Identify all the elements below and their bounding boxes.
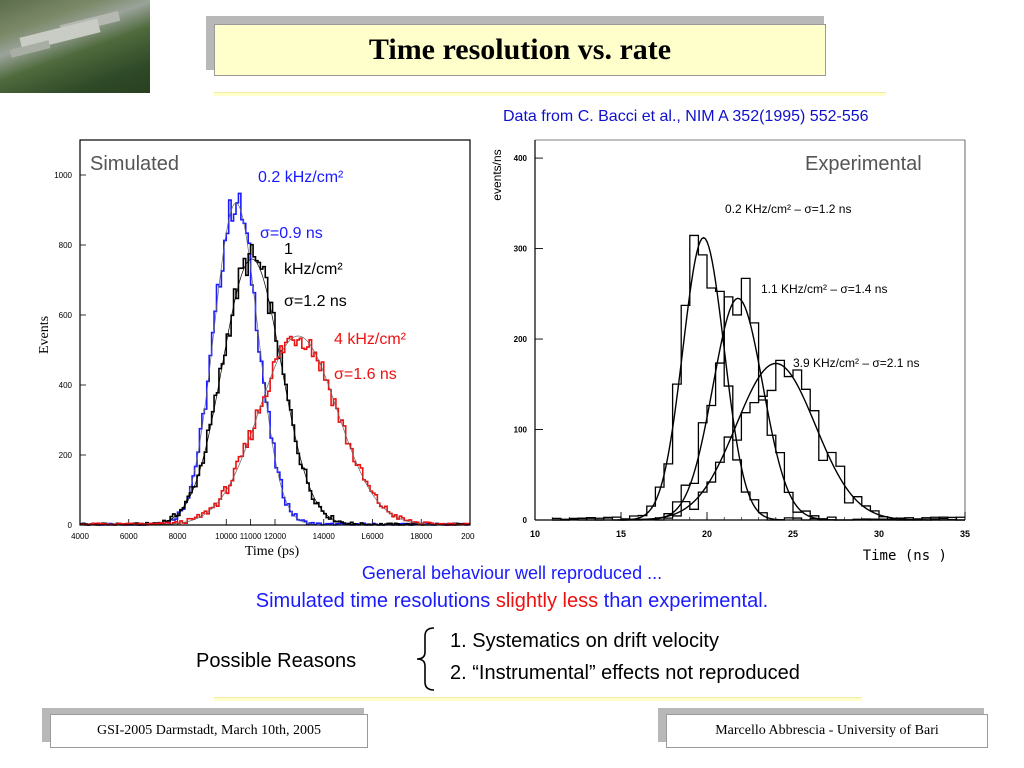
simulated-x-tick-label: 14000 <box>313 532 336 541</box>
footer-right: Marcello Abbrescia - University of Bari <box>666 714 988 748</box>
experimental-fit-curve-1 <box>638 297 837 521</box>
simulated-chart: 4000 6000 8000 10000 11000 12000 14000 L6000 180… <box>37 139 475 559</box>
simulated-fit-curve-2 <box>157 335 439 526</box>
simulated-histogram-series-2 <box>80 335 470 526</box>
simulated-x-tick-label: 6000 <box>120 532 138 541</box>
simulated-histogram-series-1 <box>80 243 470 526</box>
experimental-x-tick-label: 30 <box>874 529 884 539</box>
experimental-y-axis-label: events/ns <box>490 149 504 200</box>
simulated-fit-curve-1 <box>146 258 357 525</box>
lab-aerial-photo <box>0 0 150 93</box>
reasons-brace <box>416 627 435 691</box>
summary-line-2: Simulated time resolutions slightly less… <box>0 590 1024 613</box>
experimental-fit-curve-2 <box>617 362 933 521</box>
series-label-4khz: 4 kHz/cm² <box>334 331 406 348</box>
simulated-x-tick-label: 10000 <box>215 532 238 541</box>
experimental-x-tick-label: 25 <box>788 529 798 539</box>
simulated-plot-frame <box>79 139 471 526</box>
simulated-y-tick-label: 0 <box>68 521 73 530</box>
simulated-y-tick-label: 400 <box>59 381 73 390</box>
simulated-y-tick-label: 600 <box>59 311 73 320</box>
experimental-y-tick-label: 300 <box>514 245 528 254</box>
reason-item-2: 2. “Instrumental” effects not reproduced <box>450 662 800 684</box>
series-sigma-4khz: σ=1.6 ns <box>334 366 397 383</box>
experimental-panel-label: Experimental <box>805 153 922 175</box>
experimental-series-label-2: 3.9 KHz/cm² – σ=2.1 ns <box>793 356 919 370</box>
simulated-panel-label: Simulated <box>90 153 179 175</box>
simulated-y-tick-label: 800 <box>59 241 73 250</box>
simulated-y-tick-label: 200 <box>59 451 73 460</box>
slide-title: Time resolution vs. rate <box>214 24 826 76</box>
experimental-chart: 10 15 20 25 30 35 0 100 200 300 400 Time (ns ) eve… <box>490 139 970 564</box>
experimental-x-axis-label: Time (ns ) <box>863 548 947 564</box>
simulated-x-tick-label: 18000 <box>410 532 433 541</box>
data-source: Data from C. Bacci et al., NIM A 352(199… <box>503 108 869 125</box>
simulated-x-tick-label: 4000 <box>71 532 89 541</box>
experimental-y-tick-label: 400 <box>514 154 528 163</box>
summary-line-2-post: than experimental. <box>598 590 769 612</box>
reasons-label: Possible Reasons <box>196 650 357 672</box>
simulated-x-tick-label: 8000 <box>169 532 187 541</box>
summary-line-1: General behaviour well reproduced ... <box>361 563 663 583</box>
experimental-series-label-0: 0.2 KHz/cm² – σ=1.2 ns <box>725 202 851 216</box>
series-sigma-1khz: σ=1.2 ns <box>284 293 347 310</box>
experimental-x-tick-label: 15 <box>616 529 626 539</box>
experimental-y-tick-label: 200 <box>514 335 528 344</box>
simulated-x-tick-label: L6000 <box>361 532 384 541</box>
summary-line-2-emphasis: slightly less <box>495 590 599 612</box>
simulated-x-tick-label: 11000 <box>240 532 262 541</box>
simulated-x-axis-label: Time (ps) <box>245 544 300 559</box>
bottom-rule <box>214 697 862 701</box>
series-label-1khz: 1 kHz/cm² <box>284 241 343 278</box>
reason-item-1: 1. Systematics on drift velocity <box>450 630 719 652</box>
experimental-series-label-1: 1.1 KHz/cm² – σ=1.4 ns <box>761 282 887 296</box>
footer-left: GSI-2005 Darmstadt, March 10th, 2005 <box>50 714 368 748</box>
experimental-y-tick-label: 100 <box>514 426 528 435</box>
experimental-x-tick-label: 20 <box>702 529 712 539</box>
simulated-x-tick-label: 2000 <box>461 532 475 541</box>
simulated-y-tick-label: 1000 <box>54 171 72 180</box>
experimental-y-tick-label: 0 <box>523 516 528 525</box>
series-sigma-0.2khz: σ=0.9 ns <box>260 225 323 242</box>
simulated-y-axis-label: Events <box>37 316 52 354</box>
experimental-x-tick-label: 10 <box>530 529 540 539</box>
simulated-x-tick-label: 12000 <box>264 532 287 541</box>
experimental-x-tick-label: 35 <box>960 529 970 539</box>
experimental-fit-curve-0 <box>620 236 785 521</box>
series-label-0.2khz: 0.2 kHz/cm² <box>258 169 344 186</box>
title-rule <box>214 92 886 96</box>
summary-line-2-pre: Simulated time resolutions <box>255 590 496 612</box>
